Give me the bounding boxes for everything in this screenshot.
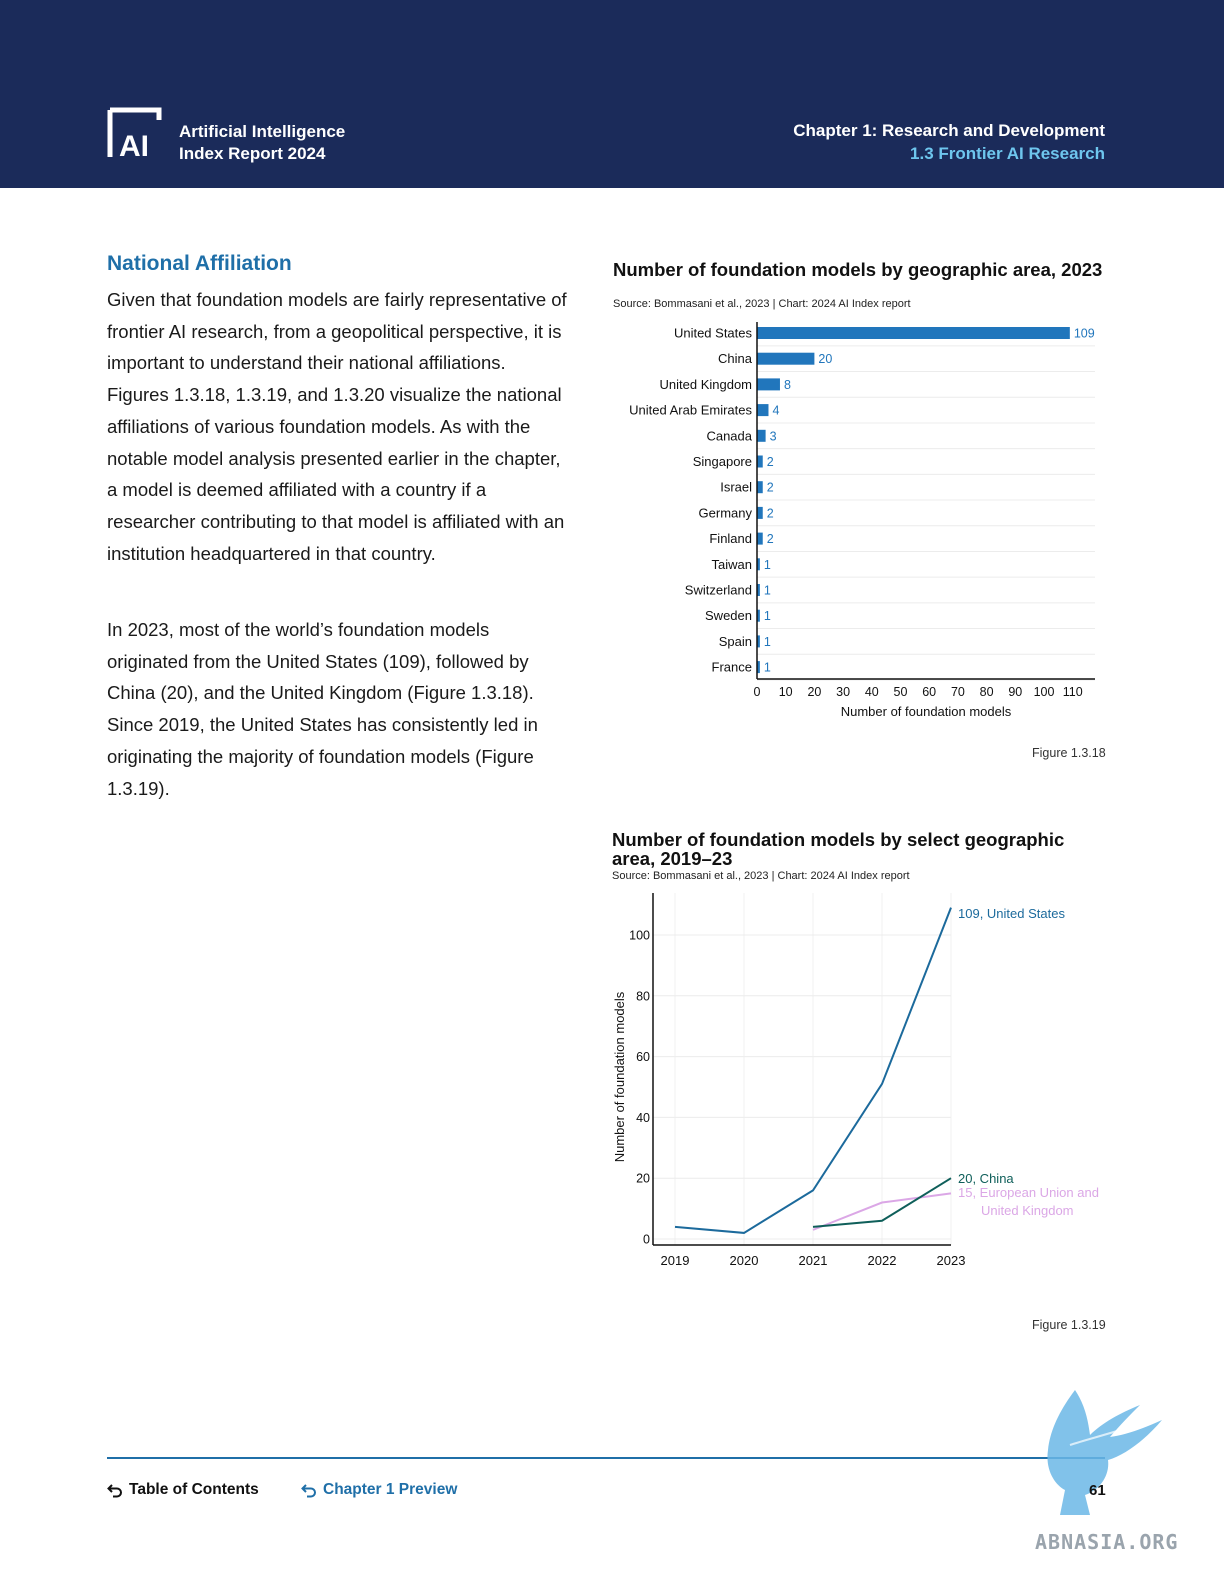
figure2-source: Source: Bommasani et al., 2023 | Chart: …: [612, 870, 910, 882]
x-tick-label: 50: [894, 685, 908, 699]
data-label: 1: [764, 609, 771, 623]
x-tick-label: 60: [922, 685, 936, 699]
watermark-text: ABNASIA.ORG: [1035, 1530, 1178, 1554]
data-label: 4: [772, 404, 779, 418]
x-tick-label: 2022: [868, 1253, 897, 1268]
data-label: 2: [767, 532, 774, 546]
report-header: AI Artificial Intelligence Index Report …: [0, 0, 1224, 188]
data-label: 109: [1074, 327, 1095, 341]
category-label: Finland: [709, 531, 752, 546]
y-tick-label: 20: [636, 1172, 650, 1186]
x-tick-label: 2020: [730, 1253, 759, 1268]
data-label: 2: [767, 481, 774, 495]
return-arrow-icon: [301, 1482, 317, 1498]
data-label: 1: [764, 584, 771, 598]
data-label: 1: [764, 558, 771, 572]
bar: [757, 353, 814, 365]
category-label: Canada: [706, 428, 752, 443]
data-label: 1: [764, 661, 771, 675]
section-heading: National Affiliation: [107, 252, 292, 276]
chapter-heading: Chapter 1: Research and Development 1.3 …: [793, 119, 1105, 165]
chapter-preview-label: Chapter 1 Preview: [323, 1481, 457, 1499]
data-label: 2: [767, 455, 774, 469]
figure2-title: Number of foundation models by select ge…: [612, 830, 1102, 868]
data-label: 20: [818, 352, 832, 366]
body-paragraph-1: Given that foundation models are fairly …: [107, 284, 567, 569]
report-title-line2: Index Report 2024: [179, 143, 345, 165]
line-chart: 0 20 40 60 80 100 2019 2020 2021 2022 2023 Number o…: [600, 885, 1112, 1295]
category-label: China: [718, 351, 753, 366]
figure2-label: Figure 1.3.19: [1032, 1318, 1106, 1332]
category-label: United Arab Emirates: [629, 403, 752, 418]
x-tick-label: 70: [951, 685, 965, 699]
bar: [757, 327, 1070, 339]
x-tick-label: 2021: [799, 1253, 828, 1268]
category-label: United States: [674, 326, 753, 341]
x-tick-label: 2023: [937, 1253, 966, 1268]
ai-index-logo-icon: AI: [107, 107, 167, 159]
category-label: Germany: [699, 505, 753, 520]
category-label: France: [712, 660, 752, 675]
y-tick-label: 40: [636, 1111, 650, 1125]
bar: [757, 404, 768, 416]
logo-letters: AI: [119, 130, 149, 159]
category-label: United Kingdom: [660, 377, 753, 392]
x-tick-label: 2019: [661, 1253, 690, 1268]
return-arrow-icon: [107, 1482, 123, 1498]
x-tick-label: 100: [1034, 685, 1055, 699]
category-label: Singapore: [693, 454, 752, 469]
x-tick-label: 110: [1063, 685, 1083, 699]
report-title-line1: Artificial Intelligence: [179, 121, 345, 143]
x-tick-label: 30: [836, 685, 850, 699]
figure1-label: Figure 1.3.18: [1032, 746, 1106, 760]
series-end-label: United Kingdom: [981, 1203, 1074, 1218]
figure1-source: Source: Bommasani et al., 2023 | Chart: …: [613, 298, 911, 310]
x-tick-label: 10: [779, 685, 793, 699]
x-tick-label: 40: [865, 685, 879, 699]
series-end-label: 15, European Union and: [958, 1185, 1099, 1200]
y-axis-label: Number of foundation models: [612, 991, 627, 1162]
data-label: 3: [770, 429, 777, 443]
table-of-contents-label: Table of Contents: [129, 1481, 259, 1499]
series-end-label: 20, China: [958, 1171, 1014, 1186]
bar: [757, 378, 780, 390]
data-label: 1: [764, 635, 771, 649]
figure1-title: Number of foundation models by geographi…: [613, 260, 1103, 279]
x-tick-label: 80: [980, 685, 994, 699]
chapter-title: Chapter 1: Research and Development: [793, 121, 1105, 140]
data-label: 2: [767, 506, 774, 520]
series-end-label: 109, United States: [958, 906, 1065, 921]
x-tick-label: 20: [807, 685, 821, 699]
page-number: 61: [1089, 1482, 1106, 1499]
table-of-contents-link[interactable]: Table of Contents: [107, 1481, 259, 1499]
bar: [757, 430, 766, 442]
y-tick-label: 100: [629, 929, 650, 943]
chapter-preview-link[interactable]: Chapter 1 Preview: [301, 1481, 457, 1499]
y-tick-label: 60: [636, 1050, 650, 1064]
griffin-watermark-icon: [1030, 1385, 1170, 1525]
y-tick-label: 80: [636, 989, 650, 1003]
y-tick-label: 0: [643, 1233, 650, 1247]
x-tick-label: 0: [754, 685, 761, 699]
category-label: Israel: [720, 480, 752, 495]
bar: [757, 533, 763, 545]
chapter-subtitle: 1.3 Frontier AI Research: [793, 142, 1105, 165]
ai-index-logo: AI: [107, 107, 167, 159]
bar: [757, 481, 763, 493]
footer-divider: [107, 1457, 1105, 1459]
report-title: Artificial Intelligence Index Report 202…: [179, 121, 345, 165]
category-label: Taiwan: [712, 557, 752, 572]
x-axis-label: Number of foundation models: [841, 704, 1012, 719]
category-label: Spain: [719, 634, 752, 649]
bar: [757, 507, 763, 519]
data-label: 8: [784, 378, 791, 392]
x-tick-label: 90: [1008, 685, 1022, 699]
category-label: Switzerland: [685, 583, 752, 598]
body-paragraph-2: In 2023, most of the world’s foundation …: [107, 614, 567, 804]
bar: [757, 456, 763, 468]
category-label: Sweden: [705, 608, 752, 623]
